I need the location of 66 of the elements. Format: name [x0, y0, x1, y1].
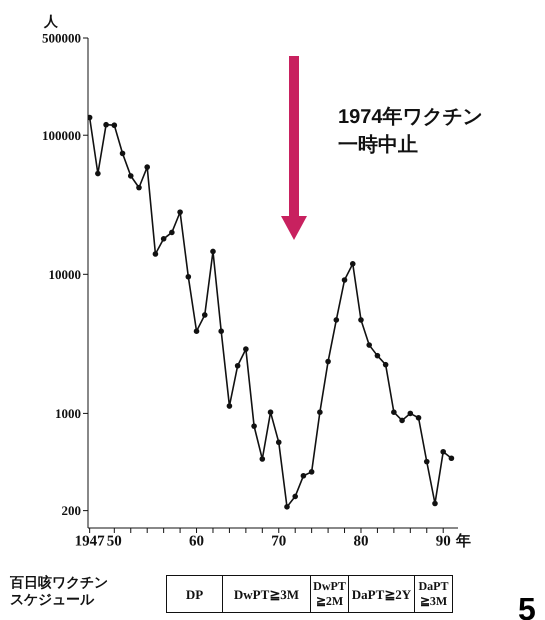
point	[416, 414, 422, 421]
x-tick-label: 50	[106, 534, 122, 550]
point	[350, 261, 356, 267]
point	[300, 472, 306, 479]
point	[243, 346, 249, 352]
x-tick-label: 60	[189, 534, 204, 550]
point	[251, 423, 257, 429]
point	[202, 312, 208, 318]
point	[358, 317, 364, 323]
text: DwPT≧2M	[313, 579, 346, 609]
annotation: 1974年ワクチン一時中止	[338, 105, 484, 158]
point	[284, 504, 290, 510]
y-tick-label: 500000	[42, 30, 81, 46]
y-tick-label: 1000	[55, 406, 81, 422]
text: 百日咳ワクチンスケジュール	[10, 575, 109, 609]
point	[382, 362, 388, 368]
point	[136, 184, 142, 190]
point	[366, 342, 372, 348]
point	[317, 409, 323, 416]
point	[408, 410, 414, 416]
point	[226, 403, 232, 409]
point	[194, 328, 200, 334]
x-tick-label: 1947	[74, 534, 106, 550]
point	[120, 150, 126, 156]
point	[334, 317, 340, 323]
y-axis-title: 人	[43, 14, 59, 30]
point	[160, 236, 166, 242]
text: DaPT≧2Y	[348, 576, 414, 612]
point	[103, 122, 109, 128]
point	[399, 418, 405, 424]
point	[177, 209, 183, 215]
point	[218, 328, 224, 334]
point	[276, 439, 282, 446]
y-tick-label: 10000	[48, 266, 81, 282]
point	[128, 173, 134, 179]
y-tick-label: 100000	[42, 128, 81, 143]
y-tick-label: 200	[62, 503, 81, 518]
point	[210, 248, 216, 254]
x-axis-title: 年	[455, 532, 471, 550]
point	[88, 114, 92, 120]
point	[391, 409, 397, 416]
point	[325, 358, 331, 364]
point	[234, 362, 240, 369]
text: DaPT≧3M	[418, 579, 448, 609]
point	[424, 458, 430, 464]
point	[268, 409, 274, 416]
text: DwPT≧3M	[222, 576, 310, 612]
point	[144, 164, 150, 170]
text: 5	[518, 591, 536, 620]
x-tick-label: 70	[271, 534, 286, 550]
point	[448, 455, 454, 462]
point	[432, 500, 438, 506]
text: DP	[184, 586, 204, 604]
point	[186, 274, 192, 280]
point	[95, 170, 101, 176]
point	[308, 469, 314, 475]
point	[342, 277, 348, 283]
point	[112, 122, 118, 128]
point	[440, 448, 446, 455]
x-tick-label: 90	[436, 534, 451, 550]
point	[292, 494, 298, 500]
point	[169, 230, 175, 236]
point	[260, 456, 266, 462]
x-tick-label: 80	[353, 534, 368, 550]
point	[374, 352, 380, 358]
point	[152, 251, 158, 257]
